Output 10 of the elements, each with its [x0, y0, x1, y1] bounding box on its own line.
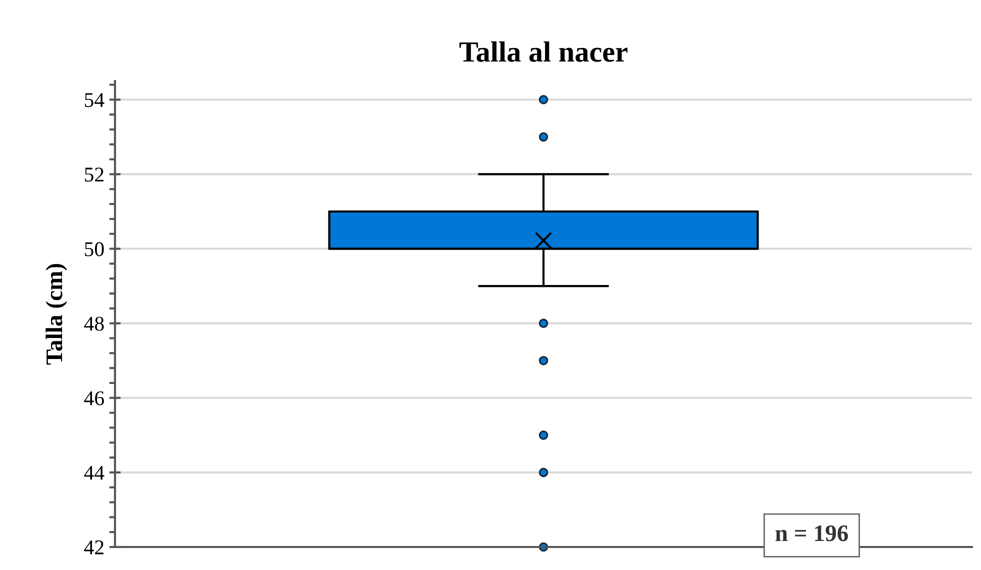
chart-title: Talla al nacer: [459, 41, 628, 62]
y-tick-label: 46: [84, 391, 104, 406]
annotation: n = 196: [775, 525, 848, 542]
y-tick-label: 52: [84, 168, 104, 182]
y-tick-label: 42: [84, 540, 104, 554]
y-tick-label: 48: [84, 316, 104, 331]
y-axis-title: Talla (cm): [46, 264, 68, 365]
y-tick-label: 54: [84, 93, 104, 108]
y-tick-label: 50: [84, 242, 104, 256]
y-tick-label: 44: [84, 466, 104, 480]
